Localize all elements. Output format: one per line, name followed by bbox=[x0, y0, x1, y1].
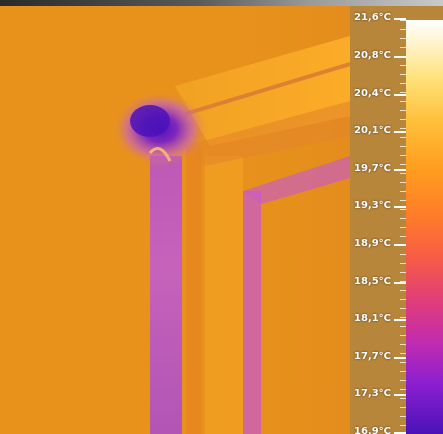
frame-inner-strip bbox=[186, 146, 202, 434]
frame-top-strip bbox=[185, 101, 350, 166]
frame-top-cool-strip bbox=[243, 156, 350, 204]
temperature-scale: 21,6°C 20,8°C 20,4°C 20,1°C 19,7°C 19,3°… bbox=[350, 6, 443, 434]
scale-ticks bbox=[400, 20, 406, 434]
bright-artifact bbox=[148, 147, 172, 162]
scale-label: 20,4°C bbox=[354, 88, 406, 99]
scale-label: 17,3°C bbox=[354, 388, 406, 399]
cold-spot-core bbox=[130, 105, 170, 137]
top-scene-strip bbox=[0, 0, 443, 6]
scale-label: 18,1°C bbox=[354, 313, 406, 324]
scale-label: 20,1°C bbox=[354, 125, 406, 136]
scale-label: 19,3°C bbox=[354, 200, 406, 211]
scale-label: 16,9°C bbox=[354, 426, 406, 434]
scale-label: 17,7°C bbox=[354, 351, 406, 362]
scale-label: 18,9°C bbox=[354, 238, 406, 249]
scale-label: 18,5°C bbox=[354, 276, 406, 287]
scale-label: 21,6°C bbox=[354, 12, 406, 23]
ceiling-edge bbox=[184, 62, 350, 116]
scale-label: 20,8°C bbox=[354, 50, 406, 61]
color-scale-bar bbox=[406, 20, 443, 434]
left-frame-band bbox=[150, 156, 182, 434]
thermal-image bbox=[0, 6, 350, 434]
scale-label: 19,7°C bbox=[354, 163, 406, 174]
frame-warm-strip bbox=[205, 156, 243, 434]
right-frame-band bbox=[243, 191, 261, 434]
thermal-image-canvas bbox=[0, 6, 350, 434]
